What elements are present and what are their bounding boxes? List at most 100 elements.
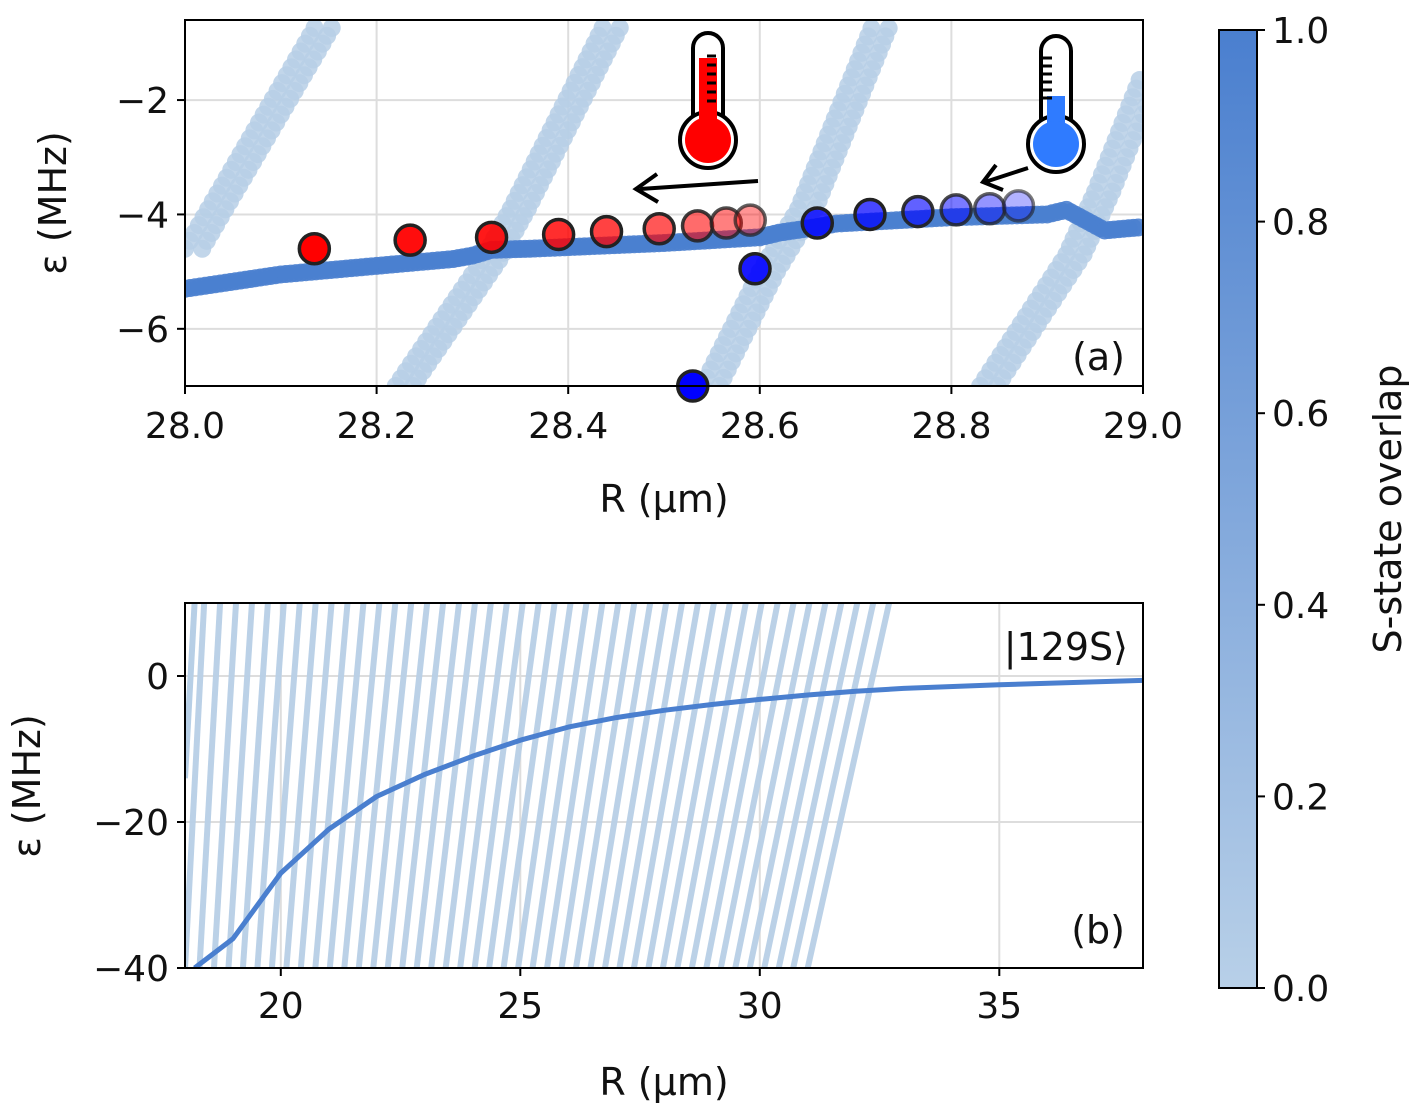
y-tick-label: −2 xyxy=(116,81,169,122)
crossing-line xyxy=(471,603,526,968)
s-state-curve xyxy=(193,677,1143,968)
crossing-line xyxy=(804,603,893,968)
hot-marker xyxy=(680,209,715,243)
y-tick-label: −6 xyxy=(116,310,169,351)
crossing-line xyxy=(355,603,399,968)
crossing-line xyxy=(630,603,701,968)
panel-b-tag: (b) xyxy=(1071,908,1125,952)
hot-marker xyxy=(709,206,744,240)
crossing-line xyxy=(688,603,765,968)
crossing-line xyxy=(544,603,606,968)
panel-a-xlabel: R (μm) xyxy=(599,477,728,521)
crossing-line xyxy=(185,603,208,968)
crossing-state-dot xyxy=(1144,80,1162,98)
crossing-line xyxy=(732,603,813,968)
panel-b-ticks: 20 25 30 35 0 −20 −40 xyxy=(93,657,1022,1027)
crossing-state-dot xyxy=(862,20,881,38)
crossing-line xyxy=(616,603,686,968)
crossing-line xyxy=(790,603,877,968)
colorbar-tick-label: 0.0 xyxy=(1272,969,1329,1010)
crossing-state-dot xyxy=(1148,71,1166,89)
panel-a-frame xyxy=(184,19,1144,387)
hot-marker xyxy=(733,203,767,237)
colorbar-tick-label: 1.0 xyxy=(1272,11,1329,52)
crossing-line xyxy=(239,603,271,968)
crossing-line xyxy=(717,603,797,968)
hot-arrow xyxy=(632,172,759,204)
crossing-line xyxy=(326,603,367,968)
x-tick-label: 30 xyxy=(737,986,783,1027)
panel-b-frame xyxy=(184,602,1144,969)
x-tick-label: 28.4 xyxy=(528,406,608,447)
crossing-line xyxy=(529,603,590,968)
crossing-line xyxy=(674,603,749,968)
crossing-line xyxy=(283,603,319,968)
x-tick-label: 28.6 xyxy=(720,406,800,447)
crossing-line xyxy=(196,603,224,968)
cold-marker xyxy=(901,194,935,229)
x-tick-label: 25 xyxy=(497,986,543,1027)
panel-a-hot-markers xyxy=(297,203,767,266)
panel-a-ticks: 28.0 28.2 28.4 28.6 28.8 29.0 −2 −4 −6 xyxy=(116,81,1183,447)
crossing-line xyxy=(185,603,198,779)
crossing-line xyxy=(384,603,431,968)
crossing-state-dot xyxy=(593,20,612,37)
crossing-line xyxy=(703,603,781,968)
colorbar-gradient xyxy=(1218,29,1258,989)
y-tick-label: −4 xyxy=(116,195,169,236)
crossing-line xyxy=(573,603,638,968)
y-tick-label: 0 xyxy=(146,657,169,698)
colorbar: 0.0 0.2 0.4 0.6 0.8 1.0 S-state overlap xyxy=(1218,11,1410,1010)
cold-thermometer-icon xyxy=(1026,34,1086,174)
crossing-state-dot xyxy=(610,20,629,37)
colorbar-tick-label: 0.6 xyxy=(1272,394,1329,435)
panel-b-s-state-curve xyxy=(193,677,1143,968)
crossing-line xyxy=(587,603,654,968)
cold-marker xyxy=(1001,189,1036,223)
y-tick-label: −40 xyxy=(93,949,169,990)
hot-marker xyxy=(541,217,576,252)
colorbar-label: S-state overlap xyxy=(1366,365,1410,654)
crossing-line xyxy=(428,603,478,968)
x-tick-label: 28.8 xyxy=(911,406,991,447)
state-label: |129S⟩ xyxy=(1004,625,1128,670)
crossing-line xyxy=(370,603,415,968)
panel-b: 20 25 30 35 0 −20 −40 |129S⟩ (b) R (μm) ε (MHz… xyxy=(5,602,1144,1104)
x-tick-label: 20 xyxy=(258,986,304,1027)
crossing-state-dot xyxy=(1137,97,1143,115)
crossing-line xyxy=(268,603,303,968)
crossing-line xyxy=(775,603,861,968)
hot-marker xyxy=(589,214,624,249)
crossing-line xyxy=(341,603,383,968)
y-tick-label: −20 xyxy=(93,803,169,844)
crossing-line xyxy=(297,603,335,968)
colorbar-ticks: 0.0 0.2 0.4 0.6 0.8 1.0 xyxy=(1257,11,1329,1010)
crossing-line xyxy=(399,603,447,968)
panel-b-ylabel: ε (MHz) xyxy=(5,714,49,858)
panel-b-crossing-lines xyxy=(185,603,893,968)
crossing-line xyxy=(457,603,510,968)
crossing-line xyxy=(558,603,622,968)
x-tick-label: 28.0 xyxy=(145,406,225,447)
s-state-dot xyxy=(1129,218,1143,237)
crossing-line xyxy=(486,603,542,968)
crossing-state-dot xyxy=(322,20,341,37)
crossing-line xyxy=(500,603,558,968)
x-tick-label: 35 xyxy=(976,986,1022,1027)
cold-marker xyxy=(800,206,835,240)
crossing-line xyxy=(312,603,351,968)
colorbar-tick-label: 0.2 xyxy=(1272,777,1329,818)
cold-marker xyxy=(939,193,973,227)
panel-a-tag: (a) xyxy=(1072,335,1125,379)
crossing-line xyxy=(746,603,829,968)
panel-b-xlabel: R (μm) xyxy=(599,1060,728,1104)
panel-a: 28.0 28.2 28.4 28.6 28.8 29.0 −2 −4 −6 (a) R (μm… xyxy=(31,19,1183,521)
crossing-state-dot xyxy=(1130,71,1143,90)
crossing-line xyxy=(761,603,845,968)
colorbar-tick-label: 0.8 xyxy=(1272,203,1329,244)
cold-marker xyxy=(738,252,772,286)
colorbar-tick-label: 0.4 xyxy=(1272,586,1329,627)
panel-a-ylabel: ε (MHz) xyxy=(31,131,75,275)
crossing-line xyxy=(254,603,287,968)
